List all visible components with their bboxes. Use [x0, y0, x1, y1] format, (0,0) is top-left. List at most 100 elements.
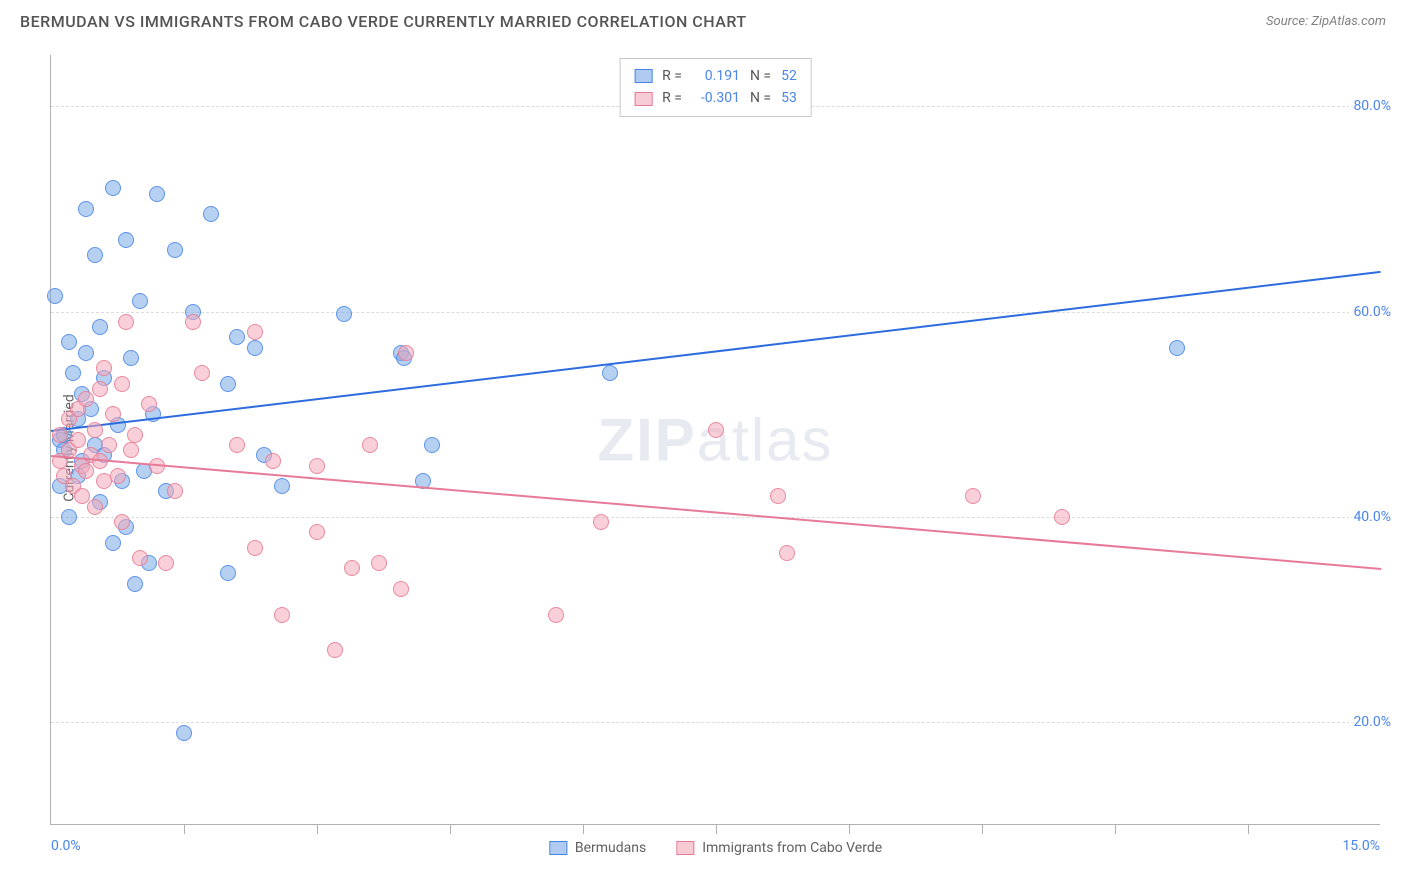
- data-point: [247, 540, 263, 556]
- data-point: [123, 442, 139, 458]
- data-point: [965, 488, 981, 504]
- chart-title: BERMUDAN VS IMMIGRANTS FROM CABO VERDE C…: [20, 12, 747, 31]
- x-tick: [583, 824, 584, 834]
- legend-label: Bermudans: [575, 840, 646, 856]
- y-tick-label: 20.0%: [1349, 714, 1395, 730]
- legend-label: Immigrants from Cabo Verde: [702, 840, 882, 856]
- series-legend: Bermudans Immigrants from Cabo Verde: [549, 840, 882, 856]
- data-point: [105, 535, 121, 551]
- data-point: [65, 365, 81, 381]
- x-tick: [184, 824, 185, 834]
- data-point: [167, 483, 183, 499]
- data-point: [194, 365, 210, 381]
- x-tick: [317, 824, 318, 834]
- data-point: [92, 381, 108, 397]
- data-point: [87, 247, 103, 263]
- data-point: [393, 581, 409, 597]
- data-point: [132, 550, 148, 566]
- chart-area: Currently Married ZIPatlas 20.0%40.0%60.…: [50, 55, 1380, 825]
- data-point: [118, 232, 134, 248]
- swatch-icon: [634, 69, 652, 83]
- data-point: [203, 206, 219, 222]
- data-point: [61, 509, 77, 525]
- data-point: [185, 314, 201, 330]
- data-point: [220, 565, 236, 581]
- r-value: -0.301: [692, 87, 740, 109]
- data-point: [770, 488, 786, 504]
- x-tick: [1115, 824, 1116, 834]
- x-tick: [982, 824, 983, 834]
- swatch-icon: [549, 841, 567, 855]
- plot-area: 20.0%40.0%60.0%80.0%: [51, 55, 1380, 824]
- x-tick: [1248, 824, 1249, 834]
- data-point: [247, 340, 263, 356]
- data-point: [110, 468, 126, 484]
- data-point: [123, 350, 139, 366]
- data-point: [87, 499, 103, 515]
- data-point: [141, 396, 157, 412]
- data-point: [78, 201, 94, 217]
- data-point: [167, 242, 183, 258]
- n-label: N =: [750, 65, 771, 87]
- data-point: [114, 514, 130, 530]
- legend-item: Immigrants from Cabo Verde: [676, 840, 882, 856]
- data-point: [127, 576, 143, 592]
- data-point: [327, 642, 343, 658]
- data-point: [114, 376, 130, 392]
- data-point: [602, 365, 618, 381]
- data-point: [78, 345, 94, 361]
- data-point: [105, 406, 121, 422]
- x-axis-min-label: 0.0%: [51, 838, 81, 854]
- n-value: 52: [781, 65, 797, 87]
- data-point: [779, 545, 795, 561]
- data-point: [127, 427, 143, 443]
- data-point: [96, 360, 112, 376]
- data-point: [52, 427, 68, 443]
- r-label: R =: [662, 87, 682, 109]
- x-tick: [450, 824, 451, 834]
- data-point: [78, 391, 94, 407]
- data-point: [47, 288, 63, 304]
- swatch-icon: [634, 92, 652, 106]
- data-point: [92, 319, 108, 335]
- gridline: [51, 722, 1380, 723]
- data-point: [101, 437, 117, 453]
- n-label: N =: [750, 87, 771, 109]
- legend-row: R = 0.191 N = 52: [634, 65, 797, 87]
- data-point: [61, 334, 77, 350]
- r-value: 0.191: [692, 65, 740, 87]
- source-label: Source: ZipAtlas.com: [1266, 14, 1386, 29]
- data-point: [274, 478, 290, 494]
- data-point: [87, 422, 103, 438]
- data-point: [362, 437, 378, 453]
- data-point: [132, 293, 148, 309]
- data-point: [309, 524, 325, 540]
- correlation-legend: R = 0.191 N = 52 R = -0.301 N = 53: [619, 58, 812, 117]
- r-label: R =: [662, 65, 682, 87]
- x-tick: [716, 824, 717, 834]
- data-point: [158, 555, 174, 571]
- data-point: [229, 329, 245, 345]
- y-tick-label: 80.0%: [1349, 98, 1395, 114]
- gridline: [51, 312, 1380, 313]
- data-point: [265, 453, 281, 469]
- data-point: [247, 324, 263, 340]
- data-point: [371, 555, 387, 571]
- data-point: [336, 306, 352, 322]
- gridline: [51, 517, 1380, 518]
- data-point: [344, 560, 360, 576]
- data-point: [309, 458, 325, 474]
- data-point: [398, 345, 414, 361]
- data-point: [78, 463, 94, 479]
- data-point: [548, 607, 564, 623]
- data-point: [118, 314, 134, 330]
- y-tick-label: 40.0%: [1349, 509, 1395, 525]
- x-tick: [849, 824, 850, 834]
- data-point: [105, 180, 121, 196]
- data-point: [149, 186, 165, 202]
- data-point: [593, 514, 609, 530]
- swatch-icon: [676, 841, 694, 855]
- data-point: [424, 437, 440, 453]
- data-point: [70, 432, 86, 448]
- data-point: [220, 376, 236, 392]
